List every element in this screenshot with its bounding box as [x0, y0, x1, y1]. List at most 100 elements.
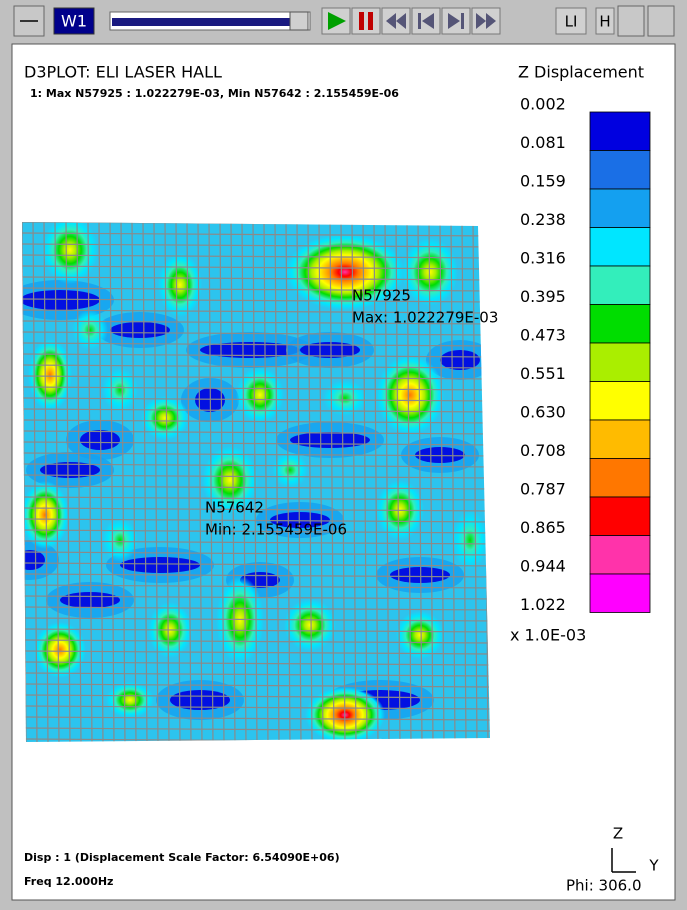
contour-zone [396, 611, 444, 659]
mesh-line [22, 298, 490, 303]
mesh-line [351, 222, 357, 742]
li-button[interactable] [555, 7, 587, 35]
mesh-line [208, 222, 214, 742]
mesh-line [373, 222, 379, 742]
legend-label: 0.944 [520, 557, 566, 576]
low-zone [40, 462, 100, 478]
mesh-line [340, 222, 346, 742]
mesh-line [109, 222, 115, 742]
contour-plot [22, 222, 490, 742]
legend-swatch [589, 150, 651, 190]
plot-title: D3PLOT: ELI LASER HALL [24, 63, 222, 82]
contour-zone [22, 481, 69, 549]
mesh-line [22, 672, 490, 677]
maximize-button[interactable] [647, 5, 675, 37]
mesh-line [22, 628, 490, 633]
toolbar: W1 LI H [13, 5, 675, 37]
low-zone [110, 322, 170, 338]
legend-label: 0.865 [520, 518, 566, 537]
window-name: W1 [61, 12, 87, 31]
next-button[interactable] [441, 7, 471, 35]
mesh-line [22, 694, 490, 699]
mesh-line [175, 222, 181, 742]
pause-button[interactable] [351, 7, 381, 35]
mesh-line [120, 222, 126, 742]
legend-scale: x 1.0E-03 [510, 626, 586, 645]
mesh-line [22, 452, 490, 457]
legend-swatch [589, 304, 651, 344]
mesh-line [131, 222, 137, 742]
contour-zone [376, 355, 444, 435]
contour-zone [34, 622, 86, 678]
mesh-line [22, 386, 490, 391]
mesh-line [22, 243, 490, 248]
legend-label: 0.630 [520, 403, 566, 422]
mesh-line [274, 222, 280, 742]
mesh-line [22, 276, 490, 281]
mesh-line [22, 562, 490, 567]
contour-zone [158, 253, 202, 317]
mesh-line [22, 309, 490, 314]
mesh-line [22, 705, 490, 710]
annotation: N57925 [352, 287, 411, 305]
mesh-line [43, 222, 49, 742]
axis-label: Y [648, 857, 659, 875]
mesh-line [22, 529, 490, 534]
legend-label: 0.159 [520, 172, 566, 191]
legend-swatch [589, 227, 651, 267]
low-zone [290, 432, 370, 448]
annotation: Min: 2.155459E-06 [205, 521, 347, 539]
legend-label: 0.316 [520, 249, 566, 268]
mesh-line [22, 419, 490, 424]
mesh-line [22, 584, 490, 589]
legend-label: 0.473 [520, 326, 566, 345]
mesh-line [76, 222, 82, 742]
legend: 0.002 0.081 0.159 0.238 0.316 0.395 0.473 0.551… [520, 95, 651, 614]
contour-zone [452, 510, 488, 570]
legend-label: 0.708 [520, 441, 566, 460]
mesh-line [22, 375, 490, 380]
view-angle: Phi: 306.0 [566, 877, 641, 895]
mesh-line [219, 222, 225, 742]
mesh-line [439, 222, 445, 742]
legend-swatch [589, 265, 651, 305]
mesh-line [329, 222, 335, 742]
mesh-line [22, 254, 490, 259]
mesh-line [461, 222, 467, 742]
legend-label: 1.022 [520, 595, 566, 614]
mesh-line [395, 222, 401, 742]
mesh-line [164, 222, 170, 742]
mesh-line [230, 222, 236, 742]
axis-label: Z [613, 825, 623, 843]
mesh-line [22, 551, 490, 556]
minimize-button[interactable] [617, 5, 645, 37]
mesh-line [22, 727, 490, 732]
h-button[interactable] [595, 7, 615, 35]
legend-label: 0.395 [520, 287, 566, 306]
legend-swatch [589, 458, 651, 498]
mesh-line [22, 320, 490, 325]
mesh-line [22, 716, 490, 721]
plot-subtitle: 1: Max N57925 : 1.022279E-03, Min N57642… [30, 87, 399, 100]
mesh-line [87, 222, 93, 742]
low-zone [120, 557, 200, 573]
mesh-line [22, 540, 490, 545]
mesh-line [22, 287, 490, 292]
mesh-line [22, 518, 490, 523]
low-zone [22, 290, 100, 310]
annotation: N57642 [205, 499, 264, 517]
mesh-line [384, 222, 390, 742]
legend-swatch [589, 573, 651, 613]
footer-text: Disp : 1 (Displacement Scale Factor: 6.5… [24, 851, 340, 864]
legend-swatch [589, 535, 651, 575]
low-zone [170, 690, 230, 710]
mesh-line [22, 353, 490, 358]
mesh-line [22, 683, 490, 688]
mesh-line [22, 265, 490, 270]
window-label[interactable] [53, 7, 95, 35]
mesh-line [22, 650, 490, 655]
mesh-line [296, 222, 302, 742]
mesh-line [22, 397, 490, 402]
legend-label: 0.081 [520, 133, 566, 152]
